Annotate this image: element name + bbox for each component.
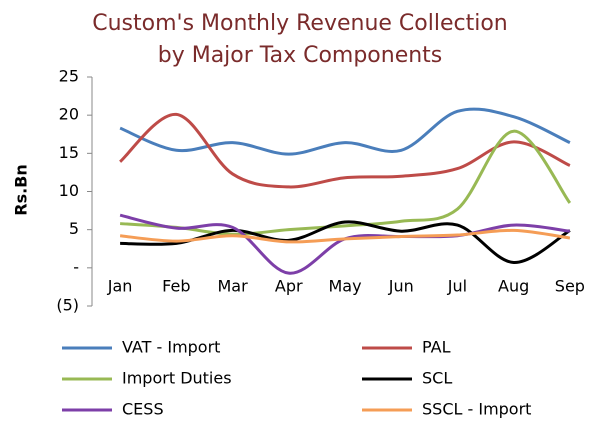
y-axis-label: Rs.Bn	[12, 164, 31, 216]
legend-label: SCL	[422, 369, 452, 388]
y-tick-label: 5	[69, 219, 79, 238]
y-tick-label: -	[73, 257, 79, 276]
y-tick-label: 10	[59, 181, 79, 200]
x-tick-label: Sep	[555, 276, 585, 295]
x-tick-label: Jul	[447, 276, 467, 295]
legend-label: VAT - Import	[122, 338, 220, 357]
y-tick-label: 25	[59, 67, 79, 86]
series-line	[119, 107, 571, 156]
legend-label: Import Duties	[122, 369, 232, 388]
legend-label: SSCL - Import	[422, 400, 531, 419]
y-tick-label: 15	[59, 143, 79, 162]
legend-label: CESS	[122, 400, 164, 419]
chart-title: by Major Tax Components	[158, 43, 443, 68]
chart-title: Custom's Monthly Revenue Collection	[92, 11, 508, 36]
x-tick-label: Feb	[162, 276, 190, 295]
x-tick-label: Apr	[275, 276, 303, 295]
x-tick-label: May	[328, 276, 361, 295]
series-line	[120, 129, 572, 236]
x-tick-label: Aug	[498, 276, 529, 295]
x-tick-label: Jan	[107, 276, 133, 295]
legend-label: PAL	[422, 338, 451, 357]
x-tick-label: Mar	[217, 276, 248, 295]
y-tick-label: (5)	[56, 296, 79, 315]
series-line	[119, 213, 571, 275]
y-tick-label: 20	[59, 105, 79, 124]
series-line	[119, 228, 571, 244]
x-tick-label: Jun	[388, 276, 414, 295]
